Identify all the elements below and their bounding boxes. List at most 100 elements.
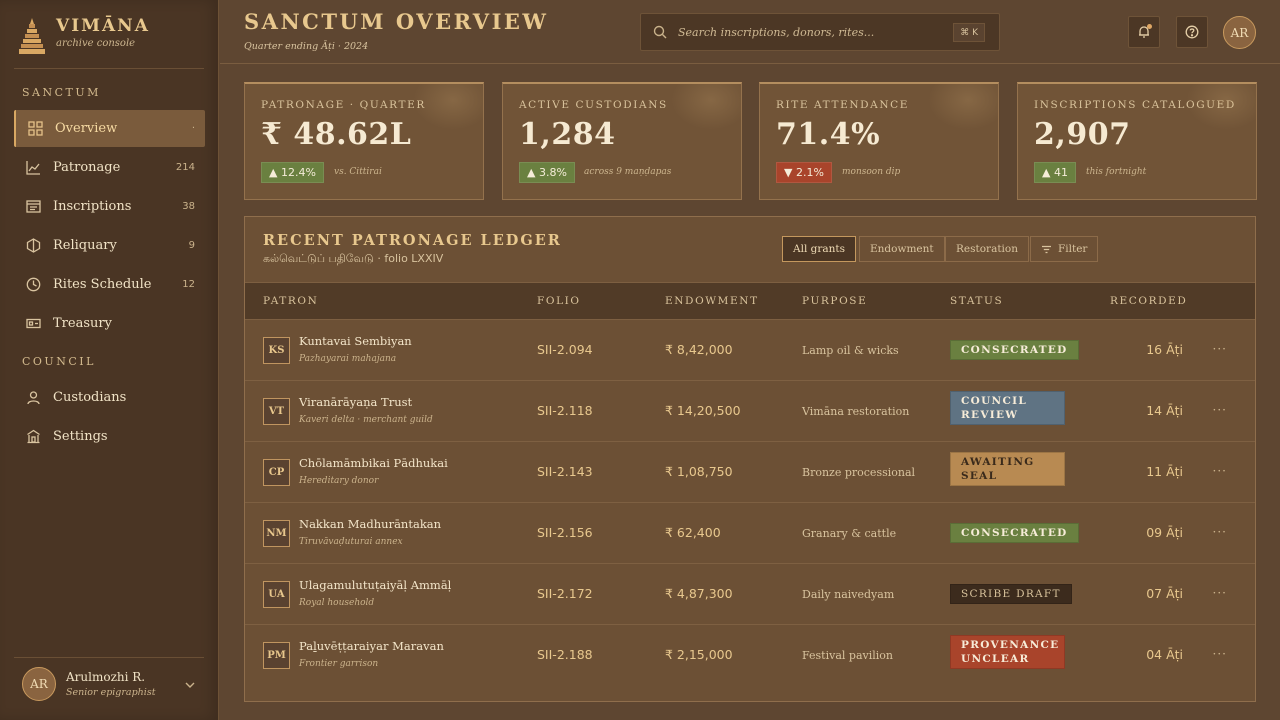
kpi-card-inscriptions: INSCRIPTIONS CATALOGUED 2,907 ▲ 41 this … — [1017, 82, 1257, 200]
sidebar-item-inscriptions[interactable]: Inscriptions 38 — [14, 188, 205, 225]
status-badge: CONSECRATED — [950, 340, 1079, 360]
search-input[interactable] — [678, 25, 938, 39]
sidebar-item-label: Overview — [55, 121, 118, 136]
brand-subtitle: archive console — [56, 38, 136, 49]
recorded-date: 04 Āṭi — [1146, 647, 1183, 662]
more-actions-icon[interactable]: ··· — [1212, 647, 1227, 661]
filter-endowment[interactable]: Endowment — [859, 236, 945, 262]
kpi-card-patronage: PATRONAGE · QUARTER ₹ 48.62L ▲ 12.4% vs.… — [244, 82, 484, 200]
shortcut-hint: ⌘ K — [953, 23, 985, 42]
table-row[interactable]: KS Kuntavai Sembiyan Pazhayarai mahajana… — [245, 320, 1255, 381]
notifications-button[interactable] — [1128, 16, 1160, 48]
patron-affiliation: Hereditary donor — [299, 476, 379, 486]
endowment-amount: ₹ 1,08,750 — [665, 464, 733, 479]
kpi-card-custodians: ACTIVE CUSTODIANS 1,284 ▲ 3.8% across 9 … — [502, 82, 742, 200]
user-role: Senior epigraphist — [66, 687, 156, 698]
filter-button[interactable]: Filter — [1030, 236, 1099, 262]
folio-code: SII-2.143 — [537, 464, 593, 479]
kpi-label: PATRONAGE · QUARTER — [261, 99, 426, 111]
table-row[interactable]: VT Viranārāyaṇa Trust Kaveri delta · mer… — [245, 381, 1255, 442]
kpi-value: ₹ 48.62L — [261, 117, 412, 152]
kpi-delta: ▼ 2.1% — [776, 162, 832, 183]
filter-restoration[interactable]: Restoration — [945, 236, 1029, 262]
user-icon — [25, 390, 41, 406]
ledger-title: RECENT PATRONAGE LEDGER — [263, 232, 562, 249]
sidebar-item-label: Treasury — [53, 316, 112, 331]
search-bar[interactable]: ⌘ K — [640, 13, 1000, 51]
sidebar-item-rites-schedule[interactable]: Rites Schedule 12 — [14, 266, 205, 303]
endowment-amount: ₹ 62,400 — [665, 525, 721, 540]
more-actions-icon[interactable]: ··· — [1212, 464, 1227, 478]
patron-name: Paḻuvēṭṭaraiyar Maravan — [299, 639, 444, 653]
patron-initials: KS — [263, 337, 290, 364]
sidebar-item-label: Custodians — [53, 390, 127, 405]
kpi-value: 1,284 — [519, 117, 616, 152]
table-row[interactable]: UA Ulagamulutuṭaiyāḷ Ammāḷ Royal househo… — [245, 564, 1255, 625]
ledger-subtitle: கல்வெட்டுப் பதிவேடு · folio LXXIV — [263, 252, 444, 265]
kpi-value: 2,907 — [1034, 117, 1131, 152]
more-actions-icon[interactable]: ··· — [1212, 342, 1227, 356]
patron-affiliation: Kaveri delta · merchant guild — [299, 415, 433, 425]
kpi-delta: ▲ 12.4% — [261, 162, 324, 183]
sidebar-item-treasury[interactable]: Treasury — [14, 305, 205, 342]
endowment-amount: ₹ 2,15,000 — [665, 647, 733, 662]
brand[interactable]: VIMĀNA archive console — [18, 16, 150, 56]
column-header-purpose[interactable]: PURPOSE — [802, 295, 868, 307]
status-badge: PROVENANCE UNCLEAR — [950, 635, 1065, 669]
purpose-text: Granary & cattle — [802, 527, 897, 540]
column-header-endowment[interactable]: ENDOWMENT — [665, 295, 759, 307]
table-row[interactable]: NM Nakkan Madhurāntakan Tiruvāvaḍuturai … — [245, 503, 1255, 564]
tablet-icon — [25, 199, 41, 215]
search-icon — [653, 25, 667, 39]
section-label-sanctum: SANCTUM — [22, 86, 101, 99]
more-actions-icon[interactable]: ··· — [1212, 403, 1227, 417]
sidebar-item-patronage[interactable]: Patronage 214 — [14, 149, 205, 186]
patron-initials: PM — [263, 642, 290, 669]
folio-code: SII-2.188 — [537, 647, 593, 662]
column-header-status[interactable]: STATUS — [950, 295, 1004, 307]
page-subtitle: Quarter ending Āṭi · 2024 — [244, 41, 369, 52]
recorded-date: 09 Āṭi — [1146, 525, 1183, 540]
user-profile[interactable]: AR Arulmozhi R. Senior epigraphist — [22, 667, 156, 701]
help-icon — [1185, 25, 1199, 39]
column-header-folio[interactable]: FOLIO — [537, 295, 581, 307]
filter-icon — [1042, 245, 1051, 253]
temple-logo-icon — [19, 18, 45, 54]
kpi-note: vs. Cittirai — [334, 167, 382, 177]
table-row[interactable]: PM Paḻuvēṭṭaraiyar Maravan Frontier garr… — [245, 625, 1255, 686]
kpi-note: this fortnight — [1086, 167, 1147, 177]
sidebar-item-label: Settings — [53, 429, 108, 444]
status-badge: SCRIBE DRAFT — [950, 584, 1072, 604]
column-header-recorded[interactable]: RECORDED — [1110, 295, 1188, 307]
sidebar-item-overview[interactable]: Overview · — [14, 110, 205, 147]
status-badge: AWAITING SEAL — [950, 452, 1065, 486]
kpi-label: INSCRIPTIONS CATALOGUED — [1034, 99, 1236, 111]
filter-all-grants[interactable]: All grants — [782, 236, 857, 262]
purpose-text: Daily naivedyam — [802, 588, 895, 601]
more-actions-icon[interactable]: ··· — [1212, 525, 1227, 539]
patron-name: Nakkan Madhurāntakan — [299, 517, 442, 531]
sidebar-item-custodians[interactable]: Custodians — [14, 379, 205, 416]
folio-code: SII-2.172 — [537, 586, 593, 601]
patron-initials: CP — [263, 459, 290, 486]
patron-name: Kuntavai Sembiyan — [299, 334, 412, 348]
sidebar-item-label: Inscriptions — [53, 199, 132, 214]
purpose-text: Lamp oil & wicks — [802, 344, 899, 357]
purpose-text: Bronze processional — [802, 466, 916, 479]
sidebar-item-settings[interactable]: Settings — [14, 418, 205, 455]
sidebar-item-reliquary[interactable]: Reliquary 9 — [14, 227, 205, 264]
clock-icon — [25, 277, 41, 293]
sidebar-divider — [14, 68, 204, 69]
more-actions-icon[interactable]: ··· — [1212, 586, 1227, 600]
column-header-patron[interactable]: PATRON — [263, 295, 319, 307]
table-row[interactable]: CP Chōlamāmbikai Pādhukai Hereditary don… — [245, 442, 1255, 503]
kpi-delta: ▲ 3.8% — [519, 162, 575, 183]
chevron-down-icon[interactable] — [184, 680, 196, 690]
header-avatar[interactable]: AR — [1223, 16, 1256, 49]
help-button[interactable] — [1176, 16, 1208, 48]
patron-name: Chōlamāmbikai Pādhukai — [299, 456, 448, 470]
kpi-label: ACTIVE CUSTODIANS — [519, 99, 668, 111]
page-header: SANCTUM OVERVIEW Quarter ending Āṭi · 20… — [220, 0, 1280, 64]
sidebar-item-count: 9 — [188, 240, 195, 251]
endowment-amount: ₹ 4,87,300 — [665, 586, 733, 601]
